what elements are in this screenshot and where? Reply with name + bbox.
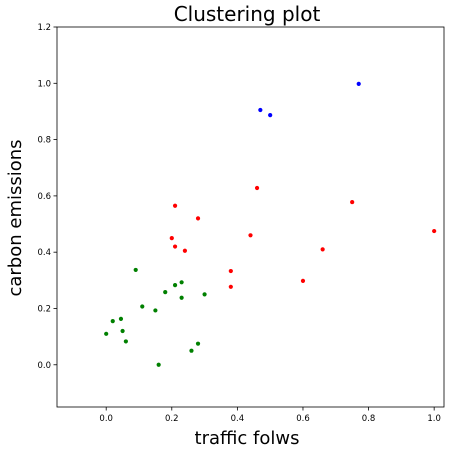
y-tick-label: 0.8 [37, 136, 51, 146]
data-point-cluster-2 [173, 244, 177, 248]
data-point-cluster-1 [258, 108, 262, 112]
x-tick-label: 0.6 [296, 414, 310, 424]
x-tick-label: 0.0 [99, 414, 113, 424]
x-axis: 0.0 0.2 0.4 0.6 0.8 1.0 [99, 407, 440, 424]
data-point-cluster-3 [196, 342, 200, 346]
y-tick-label: 0.0 [37, 361, 51, 371]
data-point-cluster-3 [153, 308, 157, 312]
plot-frame [57, 27, 444, 407]
x-tick-label: 1.0 [427, 414, 441, 424]
data-point-cluster-2 [229, 285, 233, 289]
data-points [104, 82, 436, 367]
data-point-cluster-2 [248, 233, 252, 237]
data-point-cluster-2 [350, 200, 354, 204]
data-point-cluster-2 [196, 216, 200, 220]
y-tick-label: 0.6 [37, 192, 51, 202]
data-point-cluster-3 [180, 296, 184, 300]
y-tick-label: 0.4 [37, 248, 51, 258]
data-point-cluster-2 [255, 186, 259, 190]
y-tick-label: 0.2 [37, 304, 51, 314]
data-point-cluster-3 [189, 349, 193, 353]
data-point-cluster-1 [268, 113, 272, 117]
data-point-cluster-3 [119, 317, 123, 321]
data-point-cluster-3 [180, 280, 184, 284]
data-point-cluster-3 [104, 332, 108, 336]
data-point-cluster-2 [301, 279, 305, 283]
x-tick-label: 0.4 [231, 414, 245, 424]
data-point-cluster-2 [170, 236, 174, 240]
data-point-cluster-2 [229, 269, 233, 273]
data-point-cluster-3 [124, 339, 128, 343]
plot-area [57, 27, 444, 407]
data-point-cluster-3 [173, 283, 177, 287]
data-point-cluster-3 [163, 290, 167, 294]
data-point-cluster-3 [157, 363, 161, 367]
x-tick-label: 0.8 [362, 414, 376, 424]
y-axis: 0.0 0.2 0.4 0.6 0.8 1.0 1.2 [37, 23, 57, 371]
data-point-cluster-3 [202, 292, 206, 296]
data-point-cluster-3 [120, 329, 124, 333]
x-tick-label: 0.2 [165, 414, 179, 424]
data-point-cluster-2 [173, 204, 177, 208]
data-point-cluster-2 [321, 247, 325, 251]
data-point-cluster-3 [111, 319, 115, 323]
data-point-cluster-3 [140, 304, 144, 308]
y-axis-label: carbon emissions [5, 139, 26, 296]
x-axis-label: traffic folws [195, 428, 300, 449]
data-point-cluster-1 [357, 82, 361, 86]
chart-title: Clustering plot [174, 2, 321, 26]
data-point-cluster-2 [183, 249, 187, 253]
data-point-cluster-3 [134, 268, 138, 272]
data-point-cluster-2 [432, 229, 436, 233]
y-tick-label: 1.2 [37, 23, 51, 33]
y-tick-label: 1.0 [37, 79, 51, 89]
